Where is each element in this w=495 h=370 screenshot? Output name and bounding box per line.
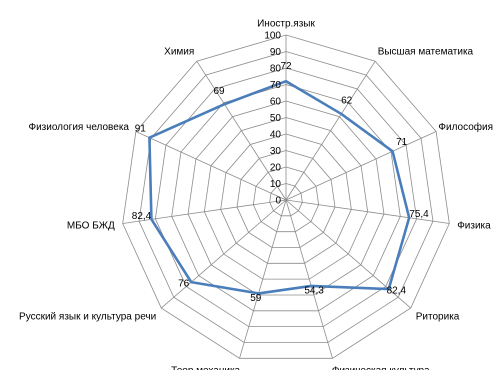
data-labels: 72 62 71 75,4 82,4 54,3 59 76 82,4 91 69 <box>132 61 429 304</box>
category-label: Физическая культура <box>332 365 430 370</box>
radial-tick-label: 10 <box>270 179 282 190</box>
data-label: 71 <box>396 137 408 148</box>
category-label: Русский язык и культура речи <box>19 311 156 322</box>
data-label: 54,3 <box>304 286 324 297</box>
radial-tick-label: 0 <box>275 196 281 207</box>
category-label: Риторика <box>416 311 460 322</box>
grid-ring <box>187 100 385 296</box>
grid-spoke <box>285 199 411 309</box>
data-label: 59 <box>250 293 262 304</box>
data-label: 72 <box>280 61 292 72</box>
grid-spoke <box>135 131 287 201</box>
grid-spoke <box>285 60 376 201</box>
grid-ring <box>220 133 352 264</box>
series-line <box>148 79 411 295</box>
radar-grid <box>122 34 450 359</box>
category-label: МБО БЖД <box>67 221 115 232</box>
radial-tick-label: 60 <box>270 97 282 108</box>
grid-spoke <box>161 199 287 309</box>
grid-spoke <box>122 199 287 224</box>
grid-ring <box>236 150 336 248</box>
radial-tick-label: 50 <box>270 113 282 124</box>
data-label: 91 <box>135 124 147 135</box>
data-label: 82,4 <box>387 286 407 297</box>
radial-tick-label: 80 <box>270 64 282 75</box>
grid-ring <box>203 117 369 280</box>
category-label: Теор.механика <box>171 365 240 370</box>
grid-spoke <box>285 199 333 359</box>
radial-tick-label: 20 <box>270 163 282 174</box>
data-label: 76 <box>178 279 190 290</box>
radial-tick-label: 40 <box>270 130 282 141</box>
category-label: Физика <box>457 221 491 232</box>
grid-ring <box>269 183 303 217</box>
grid-spoke <box>285 199 450 224</box>
grid-ring <box>252 166 320 233</box>
grid-spoke <box>196 60 287 201</box>
grid-spoke <box>239 199 287 359</box>
grid-ring <box>138 51 434 343</box>
radial-tick-label: 100 <box>264 31 281 42</box>
radial-tick-label: 30 <box>270 146 282 157</box>
data-label: 82,4 <box>132 211 152 222</box>
category-labels: Иностр.язык Высшая математика Философия Физ… <box>19 19 493 370</box>
category-label: Философия <box>438 121 493 133</box>
radial-tick-label: 70 <box>270 80 282 91</box>
radial-tick-label: 90 <box>270 47 282 58</box>
radial-axis-ticks: 0 10 20 30 40 50 60 70 80 90 100 <box>264 31 281 207</box>
category-label: Химия <box>164 47 194 58</box>
grid-ring <box>122 34 450 359</box>
grid-ring <box>154 67 418 328</box>
data-label: 62 <box>341 96 353 107</box>
category-label: Высшая математика <box>378 47 474 58</box>
data-label: 69 <box>213 86 225 97</box>
category-label: Физиология человека <box>28 122 129 133</box>
radar-series <box>148 79 411 295</box>
category-label: Иностр.язык <box>257 19 315 30</box>
grid-spoke <box>285 131 437 201</box>
data-label: 75,4 <box>409 209 429 220</box>
